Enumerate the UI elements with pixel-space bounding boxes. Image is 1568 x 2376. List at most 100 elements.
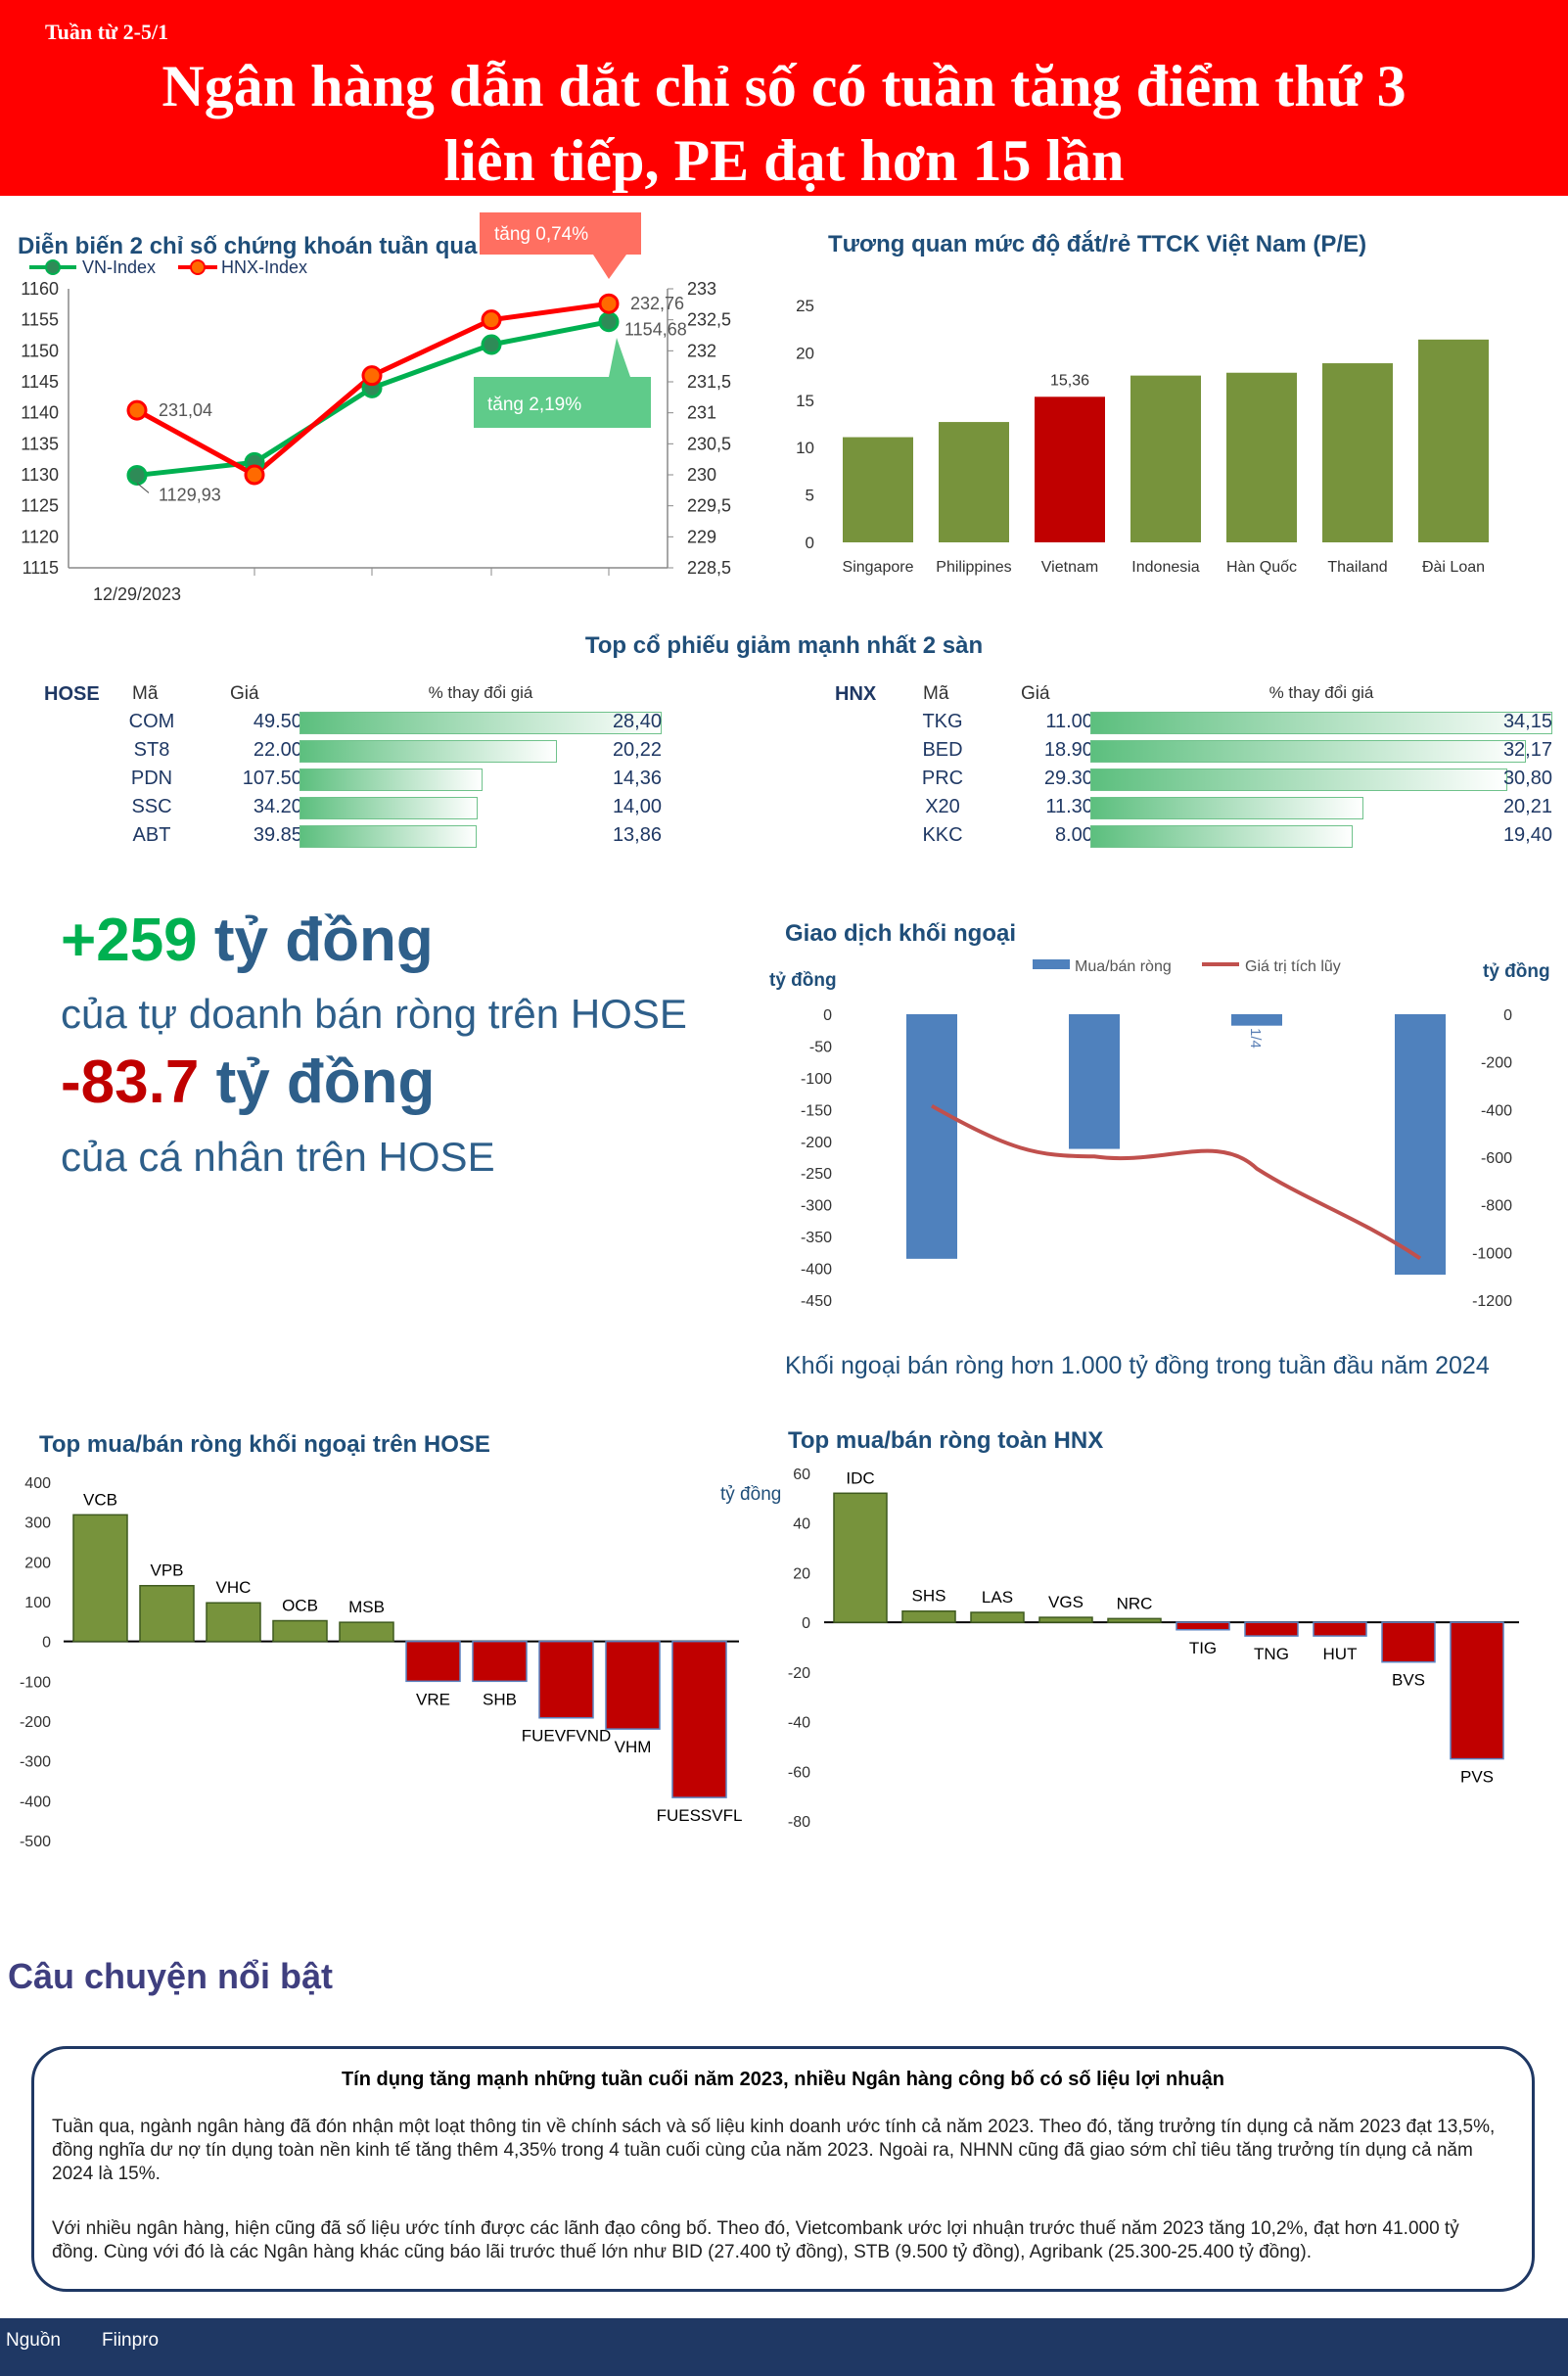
legend-hnx-marker xyxy=(190,259,206,275)
col-change-header: % thay đổi giá xyxy=(1268,683,1374,702)
left-tick-label: -50 xyxy=(809,1039,832,1055)
change-value: 28,40 xyxy=(612,711,662,732)
legend-vn-label: VN-Index xyxy=(82,257,156,277)
hnx-decliners-table: HNX Mã Giá % thay đổi giá TKG 11.000 34,15 BED 1… xyxy=(820,681,1564,853)
hnx-tick-label: 233 xyxy=(687,279,716,299)
footer: Nguồn Fiinpro xyxy=(0,2318,1568,2376)
stock-price: 29.300 xyxy=(1043,768,1104,789)
hose_foreign-tick-label: 100 xyxy=(24,1595,51,1611)
change-value: 14,00 xyxy=(612,796,662,817)
hnx-index-point xyxy=(598,293,620,314)
hose_foreign-tick-label: -200 xyxy=(20,1714,51,1731)
pe-category-label: Vietnam xyxy=(1041,559,1098,576)
vn-tick-label: 1125 xyxy=(21,496,59,516)
hnx_foreign-tick-label: 60 xyxy=(793,1467,810,1483)
stock-price: 8.000 xyxy=(1054,824,1104,846)
col-code-header: Mã xyxy=(923,683,949,704)
change-value: 19,40 xyxy=(1502,824,1552,846)
change-value: 32,17 xyxy=(1502,739,1552,761)
pe-bar xyxy=(843,437,913,542)
right-tick-label: -200 xyxy=(1481,1055,1512,1072)
pe-category-label: Philippines xyxy=(936,559,1011,576)
index-chart-title: Diễn biến 2 chỉ số chứng khoán tuần qua xyxy=(18,233,478,259)
stock-code: ABT xyxy=(132,824,171,846)
hose_foreign-bar xyxy=(272,1619,328,1643)
legend-hnx-label: HNX-Index xyxy=(221,257,307,277)
hose-decliners-table: HOSE Mã Giá % thay đổi giá COM 49.500 28,40 ST8… xyxy=(29,681,675,853)
story-box: Tín dụng tăng mạnh những tuần cuối năm 2… xyxy=(31,2046,1535,2292)
change-bar xyxy=(1090,769,1507,791)
change-value: 13,86 xyxy=(612,824,662,846)
change-value: 20,22 xyxy=(612,739,662,761)
hose_foreign-category-label: SHB xyxy=(483,1690,517,1708)
x-axis-label: 12/29/2023 xyxy=(93,584,181,604)
hnx_foreign-bar xyxy=(1107,1617,1162,1623)
hnx-unit-label: tỷ đồng xyxy=(720,1484,781,1505)
decliners-title: Top cổ phiếu giảm mạnh nhất 2 sàn xyxy=(584,632,984,659)
hose_foreign-tick-label: -400 xyxy=(20,1794,51,1810)
hnx-tick-label: 230,5 xyxy=(687,434,731,453)
legend-line-label: Giá trị tích lũy xyxy=(1245,958,1341,975)
hnx_foreign-tick-label: 0 xyxy=(802,1615,810,1632)
source-label: Nguồn xyxy=(6,2330,61,2351)
hose_foreign-category-label: VRE xyxy=(416,1690,450,1708)
hnx_foreign-category-label: LAS xyxy=(982,1588,1013,1607)
net-flow-bar xyxy=(906,1014,957,1259)
left-tick-label: -300 xyxy=(801,1198,832,1215)
indiv-unit: tỷ đồng xyxy=(215,1048,436,1116)
hnx-first-label: 231,04 xyxy=(159,400,212,420)
vn-tick-label: 1120 xyxy=(21,527,59,546)
hnx-foreign-title: Top mua/bán ròng toàn HNX xyxy=(788,1427,1104,1454)
pe-bar xyxy=(1226,372,1297,542)
hnx-tick-label: 232 xyxy=(687,341,716,360)
hnx_foreign-bar xyxy=(1450,1621,1504,1760)
story-headline: Tín dụng tăng mạnh những tuần cuối năm 2… xyxy=(341,2069,1225,2090)
pe-vietnam-value-label: 15,36 xyxy=(1050,372,1089,389)
page-title: Ngân hàng dẫn dắt chỉ số có tuần tăng đi… xyxy=(0,49,1568,198)
hnx-index-point xyxy=(126,399,148,421)
left-tick-label: -150 xyxy=(801,1102,832,1119)
vn-tick-label: 1135 xyxy=(21,434,59,453)
hnx_foreign-tick-label: -60 xyxy=(788,1764,810,1781)
hnx_foreign-tick-label: -40 xyxy=(788,1715,810,1732)
change-bar xyxy=(1090,712,1552,734)
hnx-tick-label: 230 xyxy=(687,465,716,485)
col-price-header: Giá xyxy=(1021,683,1050,704)
hnx_foreign-bar xyxy=(970,1611,1025,1623)
col-change-header: % thay đổi giá xyxy=(428,683,533,702)
left-unit-label: tỷ đồng xyxy=(769,970,837,991)
vn-callout-text: tăng 2,19% xyxy=(487,395,581,415)
change-bar xyxy=(300,740,558,763)
hnx_foreign-category-label: TIG xyxy=(1189,1639,1217,1657)
left-tick-label: -450 xyxy=(801,1293,832,1310)
left-tick-label: -200 xyxy=(801,1135,832,1151)
stock-code: PRC xyxy=(921,768,964,789)
hose_foreign-tick-label: -500 xyxy=(20,1834,51,1850)
left-tick-label: -250 xyxy=(801,1166,832,1183)
hnx_foreign-tick-label: -20 xyxy=(788,1665,810,1682)
right-tick-label: -400 xyxy=(1481,1102,1512,1119)
pe-category-label: Hàn Quốc xyxy=(1226,559,1297,576)
hnx_foreign-category-label: PVS xyxy=(1460,1768,1494,1787)
hnx-tick-label: 231 xyxy=(687,403,716,423)
vn-tick-label: 1145 xyxy=(21,372,59,392)
vn-last-label: 1154,68 xyxy=(624,320,687,340)
right-tick-label: -800 xyxy=(1481,1198,1512,1215)
change-bar xyxy=(300,797,479,819)
net-flow-bar xyxy=(1069,1014,1120,1149)
pe-category-label: Indonesia xyxy=(1131,559,1199,576)
hose_foreign-bar xyxy=(405,1640,461,1683)
change-bar xyxy=(300,769,484,791)
hose_foreign-category-label: MSB xyxy=(348,1598,385,1616)
indiv-trading-figure: -83.7 tỷ đồng xyxy=(61,1048,435,1117)
legend-bar-swatch xyxy=(1033,959,1070,969)
col-code-header: Mã xyxy=(132,683,159,704)
stock-price: 11.300 xyxy=(1045,796,1104,817)
pe-bar-chart: 25 20 15 10 5 0 Singapore Philippines Vietnam Ind… xyxy=(796,297,1489,576)
bar-date-label: 1/4 xyxy=(1247,1028,1264,1048)
hnx_foreign-category-label: BVS xyxy=(1392,1671,1425,1690)
stock-code: KKC xyxy=(922,824,963,846)
hose_foreign-bar xyxy=(472,1640,528,1683)
stock-code: X20 xyxy=(925,796,960,817)
pe-tick-label: 15 xyxy=(796,392,814,410)
